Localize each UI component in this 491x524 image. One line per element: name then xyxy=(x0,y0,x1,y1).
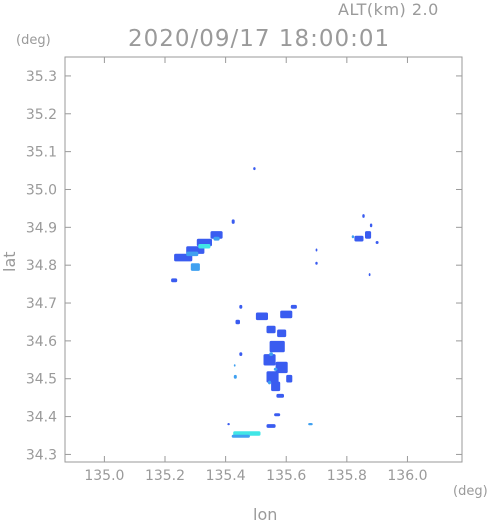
y-tick-label: 35.0 xyxy=(26,182,57,198)
altitude-label: ALT(km) 2.0 xyxy=(338,0,439,19)
timestamp-title: 2020/09/17 18:00:01 xyxy=(128,26,391,52)
echo-cell xyxy=(315,261,318,265)
echo-cell xyxy=(375,241,379,244)
echo-cell xyxy=(280,310,293,319)
x-tick-label: 136.0 xyxy=(387,468,427,484)
y-tick-label: 34.7 xyxy=(26,296,57,312)
echo-cell xyxy=(362,214,365,218)
echo-layer xyxy=(171,167,379,438)
x-axis-label: lon xyxy=(253,505,278,524)
echo-cell xyxy=(354,235,364,242)
echo-cell xyxy=(231,219,235,224)
echo-cell xyxy=(171,278,178,283)
y-tick-label: 35.2 xyxy=(26,107,57,123)
echo-cell xyxy=(233,431,261,436)
x-tick-label: 135.6 xyxy=(266,468,306,484)
echo-cell xyxy=(308,423,313,426)
echo-cell xyxy=(276,393,284,398)
echo-cell xyxy=(213,236,220,241)
echo-cell xyxy=(277,329,287,338)
y-tick-label: 34.3 xyxy=(26,447,57,463)
echo-cell xyxy=(233,374,237,379)
echo-cell xyxy=(274,413,281,417)
x-tick-label: 135.8 xyxy=(327,468,367,484)
echo-cell xyxy=(227,423,230,426)
y-tick-label: 35.3 xyxy=(26,69,57,85)
echo-cell xyxy=(269,352,273,356)
echo-cell xyxy=(365,231,372,239)
echo-cell xyxy=(233,364,236,367)
echo-cell xyxy=(239,304,243,309)
y-tick-label: 34.6 xyxy=(26,334,57,350)
x-axis-unit: (deg) xyxy=(453,484,488,499)
y-axis-unit: (deg) xyxy=(16,33,51,48)
plot-frame xyxy=(64,56,463,463)
echo-cell xyxy=(239,352,243,356)
x-tick-label: 135.2 xyxy=(145,468,185,484)
y-tick-label: 34.5 xyxy=(26,372,57,388)
echo-cell xyxy=(269,340,285,353)
echo-cell xyxy=(368,273,371,277)
echo-cell xyxy=(198,244,211,249)
y-tick-label: 35.1 xyxy=(26,145,57,161)
echo-cell xyxy=(186,251,199,257)
echo-cell xyxy=(273,367,278,371)
tick-layer: 135.0 135.2 135.4 135.6 135.8 136.0 34.3 34.4 34… xyxy=(26,57,462,484)
echo-cell xyxy=(266,424,276,428)
echo-cell xyxy=(268,380,271,385)
echo-cell xyxy=(271,381,281,392)
y-tick-label: 34.4 xyxy=(26,410,57,426)
echo-cell xyxy=(266,371,279,383)
y-tick-label: 34.9 xyxy=(26,220,57,236)
echo-cell xyxy=(351,235,355,239)
echo-cell xyxy=(286,374,293,383)
echo-cell xyxy=(255,312,268,321)
echo-cell xyxy=(290,304,297,309)
y-tick-label: 34.8 xyxy=(26,258,57,274)
echo-cell xyxy=(231,434,250,438)
echo-cell xyxy=(266,325,276,334)
echo-cell xyxy=(190,263,200,271)
echo-cell xyxy=(275,361,288,374)
echo-cell xyxy=(210,231,223,239)
echo-cell xyxy=(235,319,240,325)
x-tick-label: 135.4 xyxy=(206,468,246,484)
echo-cell xyxy=(315,248,318,252)
x-tick-label: 135.0 xyxy=(84,468,124,484)
echo-cell xyxy=(253,167,256,171)
echo-cell xyxy=(263,354,276,366)
echo-cell xyxy=(369,223,373,228)
